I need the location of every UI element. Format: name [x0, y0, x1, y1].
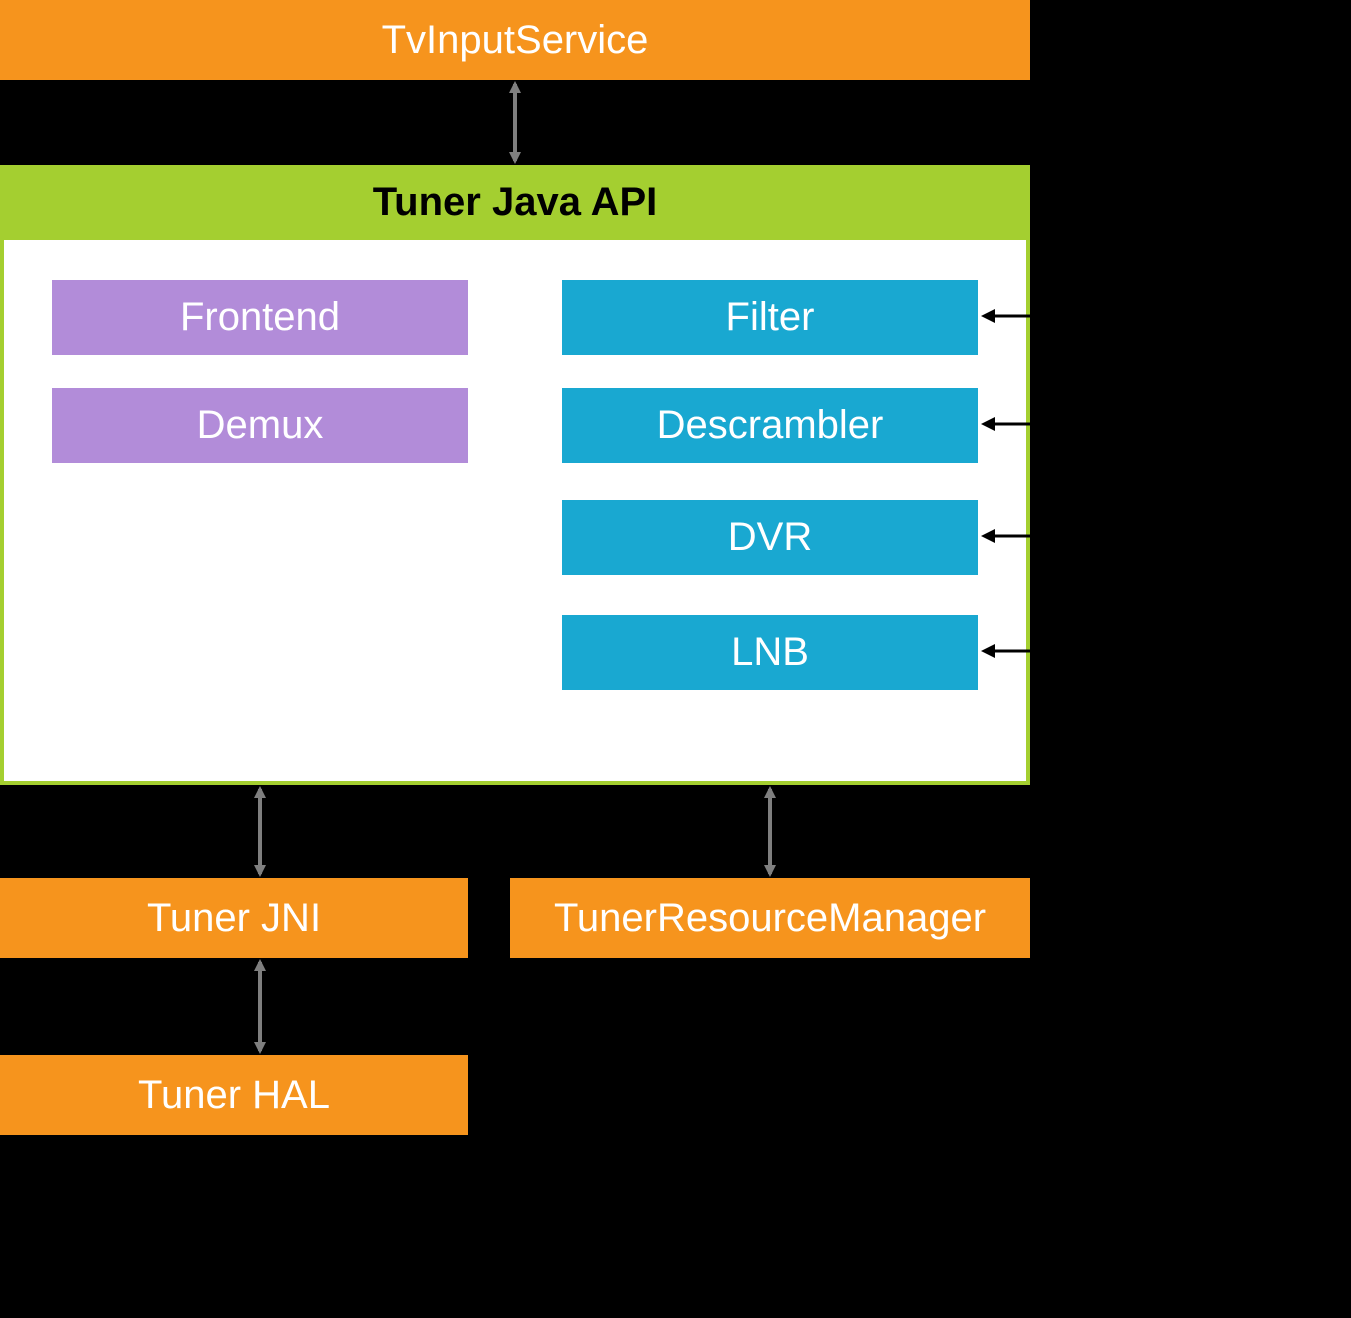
arrows-svg	[0, 0, 1351, 1318]
